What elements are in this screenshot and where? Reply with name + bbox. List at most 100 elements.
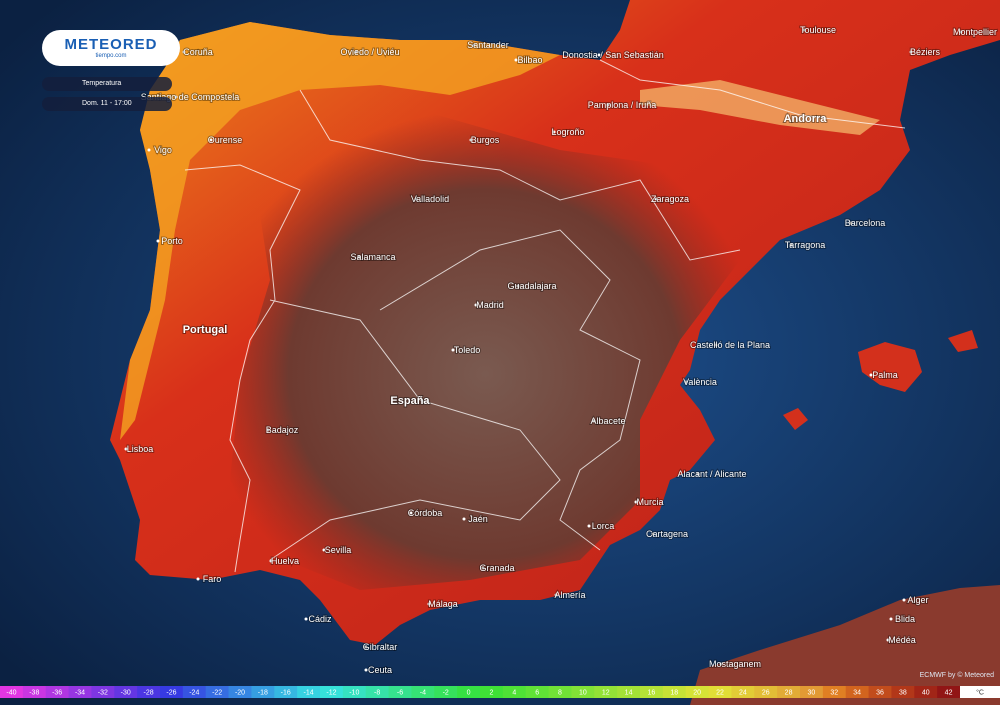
city-dot — [414, 197, 418, 201]
legend-swatch — [297, 686, 321, 698]
legend-tick: -8 — [374, 689, 380, 696]
city-label: Béziers — [910, 47, 941, 57]
legend-swatch — [182, 686, 207, 698]
city-label: Vigo — [154, 145, 172, 155]
menorca — [948, 330, 978, 352]
legend-tick: -28 — [144, 689, 154, 696]
city-label: Cádiz — [308, 614, 332, 624]
legend-tick: 14 — [625, 689, 633, 696]
country-label: Andorra — [784, 113, 828, 125]
legend-swatch — [411, 686, 435, 698]
legend-swatch — [937, 686, 961, 698]
legend-tick: -20 — [235, 689, 245, 696]
city-dot — [789, 243, 793, 247]
legend-tick: 42 — [945, 689, 953, 696]
legend-swatch — [45, 686, 70, 698]
legend-unit-box — [960, 686, 1000, 698]
city-dot — [364, 668, 368, 672]
legend-swatch — [320, 686, 344, 698]
legend-tick: -22 — [212, 689, 222, 696]
legend-tick: 34 — [853, 689, 861, 696]
legend-tick: -16 — [281, 689, 291, 696]
city-dot — [174, 95, 178, 99]
city-label: Castelló de la Plana — [690, 340, 770, 350]
legend-tick: 6 — [535, 689, 539, 696]
borders — [184, 59, 906, 573]
city-label: Lorca — [592, 521, 615, 531]
city-dot — [451, 348, 455, 352]
city-dot — [357, 255, 361, 259]
city-label: Burgos — [471, 135, 500, 145]
city-dot — [304, 617, 308, 621]
city-label: Montpellier — [953, 27, 997, 37]
mallorca — [858, 342, 922, 392]
city-dot — [481, 566, 485, 570]
legend-tick: -26 — [166, 689, 176, 696]
city-dot — [714, 343, 718, 347]
legend-swatch — [594, 686, 618, 698]
legend-swatch — [777, 686, 801, 698]
city-label: Huelva — [271, 556, 299, 566]
legend-tick: 18 — [670, 689, 678, 696]
legend-swatch — [480, 686, 504, 698]
city-dot — [474, 303, 478, 307]
legend-swatch — [640, 686, 664, 698]
legend-swatch — [891, 686, 915, 698]
city-label: Médéa — [888, 635, 916, 645]
city-label: Faro — [203, 574, 222, 584]
legend-tick: -38 — [29, 689, 39, 696]
attribution: ECMWF by © Meteored — [919, 672, 994, 679]
logo: METEORED tiempo.com — [42, 30, 180, 66]
city-label: Cartagena — [646, 529, 688, 539]
city-dot — [909, 50, 913, 54]
ibiza — [783, 408, 808, 430]
legend: -40 -38 -36 -34 -32 -30 -28 -26 -24 -22 -20 -18 -16-… — [0, 686, 1000, 698]
north-africa — [690, 585, 1000, 705]
city-label: Almería — [554, 590, 585, 600]
legend-tick: -32 — [98, 689, 108, 696]
city-dot — [469, 138, 473, 142]
city-label: Guadalajara — [507, 281, 556, 291]
legend-swatch — [868, 686, 892, 698]
legend-swatch — [342, 686, 367, 698]
legend-tick: 30 — [808, 689, 816, 696]
city-dot — [719, 662, 723, 666]
legend-swatch — [434, 686, 458, 698]
legend-tick: 4 — [512, 689, 516, 696]
legend-swatch — [0, 686, 24, 698]
city-label: Palma — [872, 370, 898, 380]
city-label: Santander — [467, 40, 509, 50]
legend-swatch — [662, 686, 687, 698]
city-dot — [802, 28, 806, 32]
city-label: Alacant / Alicante — [677, 469, 746, 479]
city-dot — [554, 593, 558, 597]
time-panel: Dom. 11 - 17:00 — [42, 97, 172, 111]
city-dot — [592, 419, 596, 423]
legend-tick: -4 — [420, 689, 426, 696]
legend-swatch — [914, 686, 938, 698]
city-dot — [196, 577, 200, 581]
north-coast-band — [120, 22, 560, 440]
legend-tick: 10 — [579, 689, 587, 696]
legend-tick: 20 — [693, 689, 701, 696]
legend-swatch — [365, 686, 390, 698]
city-dot — [124, 447, 128, 451]
variable-panel: Temperatura — [42, 77, 172, 91]
city-label: Toulouse — [800, 25, 836, 35]
city-label: Barcelona — [845, 218, 886, 228]
city-label: Toledo — [454, 345, 481, 355]
legend-tick: 28 — [785, 689, 793, 696]
legend-tick: 22 — [716, 689, 724, 696]
city-dot — [651, 532, 655, 536]
legend-swatch — [160, 686, 184, 698]
city-label: Zaragoza — [651, 194, 689, 204]
city-dot — [606, 103, 610, 107]
legend-tick: 36 — [876, 689, 884, 696]
legend-tick: -40 — [6, 689, 16, 696]
city-dot — [427, 602, 431, 606]
legend-swatch — [274, 686, 298, 698]
city-dot — [886, 638, 890, 642]
legend-tick: 38 — [899, 689, 907, 696]
